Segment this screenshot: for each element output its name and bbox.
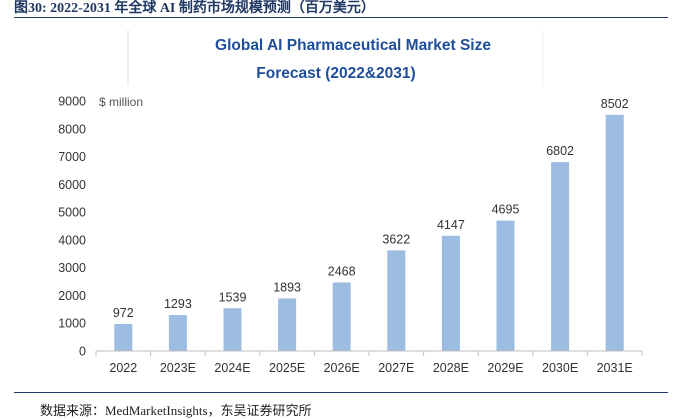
chart-title-line-2: Forecast (2022&2031): [256, 65, 415, 82]
bar-2031E: [605, 114, 624, 351]
x-tick-label-2030E: 2030E: [542, 361, 578, 375]
data-label-2025E: 1893: [273, 280, 301, 294]
y-tick-label: 8000: [58, 122, 86, 136]
source-divider: [14, 392, 668, 393]
x-tick-label-2027E: 2027E: [378, 361, 414, 375]
data-label-2027E: 3622: [382, 232, 410, 246]
y-tick-label: 7000: [58, 150, 86, 164]
y-tick-label: 5000: [58, 206, 86, 220]
y-tick-label: 3000: [58, 261, 86, 275]
data-label-2028E: 4147: [437, 218, 465, 232]
x-tick-label-2025E: 2025E: [269, 361, 305, 375]
y-axis-ticks: 0 1000 2000 3000 4000 5000 6000 7000 8000 9000: [58, 95, 86, 359]
bar-2022: [114, 324, 133, 351]
bar-2024E: [223, 308, 242, 351]
x-tick-label-2029E: 2029E: [487, 361, 523, 375]
y-tick-label: 4000: [58, 233, 86, 247]
x-tick-label-2024E: 2024E: [214, 361, 250, 375]
data-label-2023E: 1293: [164, 297, 192, 311]
bar-2025E: [278, 298, 297, 351]
x-tick-label-2031E: 2031E: [597, 361, 633, 375]
x-tick-label-2022: 2022: [109, 361, 137, 375]
y-unit-label: $ million: [99, 95, 143, 109]
x-tick-label-2023E: 2023E: [160, 361, 196, 375]
bar-2023E: [168, 315, 187, 351]
x-axis: 2022 2023E 2024E 2025E 2026E 2027E 2028E 2029E 2…: [95, 350, 643, 375]
x-tick-label-2028E: 2028E: [433, 361, 469, 375]
data-label-2030E: 6802: [546, 144, 574, 158]
y-tick-label: 9000: [58, 95, 86, 109]
bar-series: [114, 114, 624, 351]
bar-2028E: [441, 235, 460, 351]
chart-title-line-1: Global AI Pharmaceutical Market Size: [215, 37, 491, 54]
source-note: 数据来源：MedMarketInsights，东吴证券研究所: [40, 403, 312, 418]
caption-divider: [14, 17, 668, 18]
y-tick-label: 2000: [58, 289, 86, 303]
data-label-2024E: 1539: [219, 290, 247, 304]
y-tick-label: 6000: [58, 178, 86, 192]
bar-2030E: [551, 162, 570, 351]
bar-2029E: [496, 220, 515, 351]
x-tick-label-2026E: 2026E: [324, 361, 360, 375]
data-label-2029E: 4695: [492, 203, 520, 217]
data-label-2026E: 2468: [328, 264, 356, 278]
data-label-2031E: 8502: [601, 97, 629, 111]
y-tick-label: 0: [79, 345, 86, 359]
data-labels: 972 1293 1539 1893 2468 3622 4147 4695 6802 8502: [113, 97, 629, 320]
y-tick-label: 1000: [58, 317, 86, 331]
bar-2027E: [387, 250, 406, 351]
figure-caption: 图30: 2022-2031 年全球 AI 制药市场规模预测（百万美元）: [14, 1, 375, 16]
data-label-2022: 972: [113, 306, 134, 320]
bar-2026E: [332, 282, 351, 351]
